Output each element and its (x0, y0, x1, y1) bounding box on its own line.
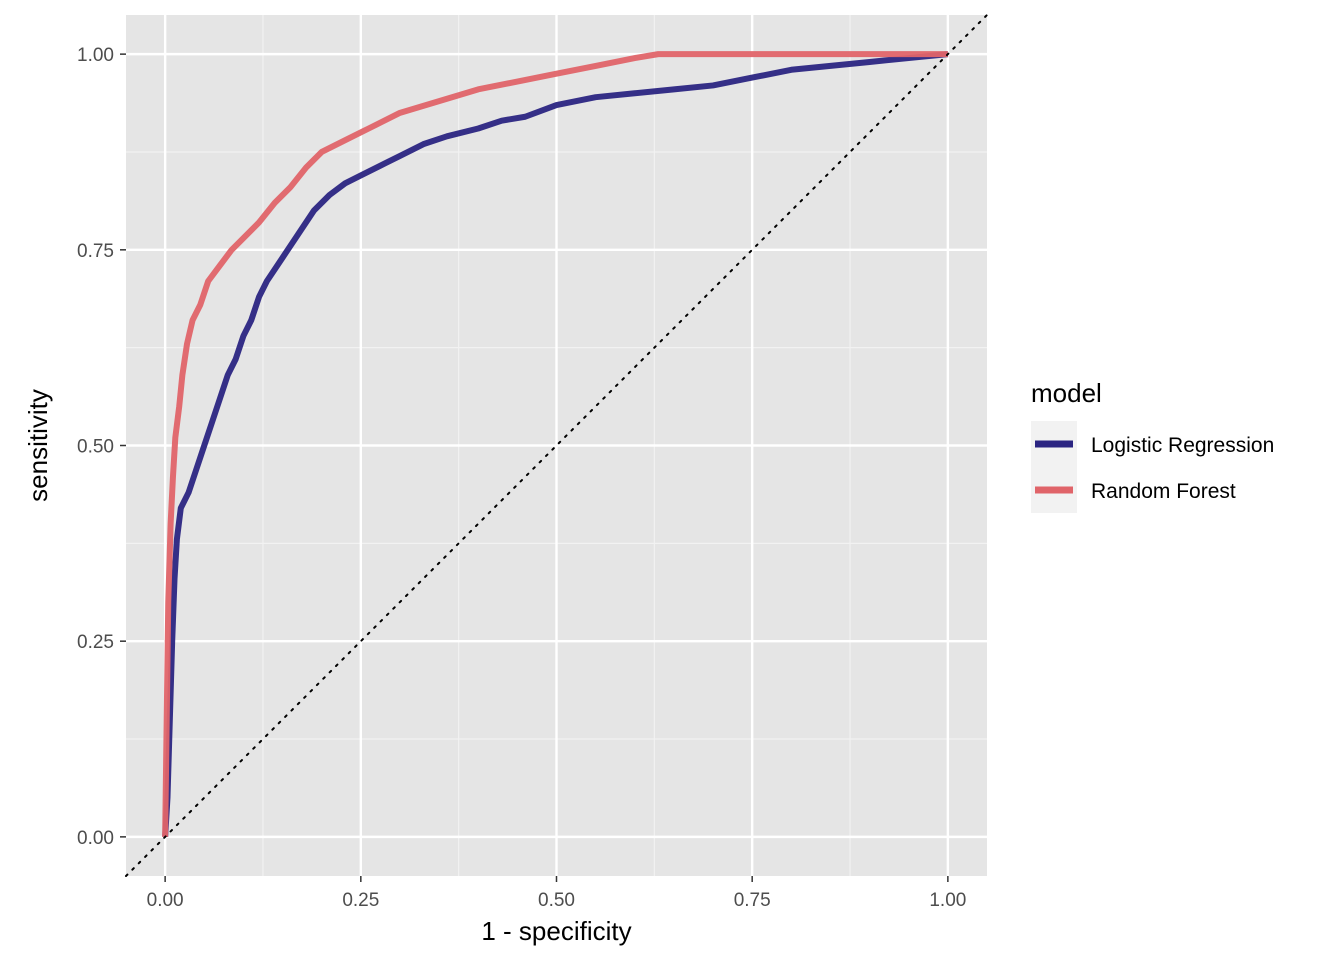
y-tick-label: 0.50 (77, 437, 114, 458)
y-tick-label: 0.00 (77, 828, 114, 849)
legend-label: Logistic Regression (1091, 434, 1274, 457)
y-tick-label: 1.00 (77, 45, 114, 66)
y-axis: 0.00 0.25 0.50 0.75 1.00 (77, 45, 126, 849)
x-tick-label: 0.00 (147, 890, 184, 911)
legend-keys-background (1031, 421, 1077, 513)
legend-label: Random Forest (1091, 480, 1236, 503)
y-axis-title: sensitivity (23, 389, 53, 502)
x-tick-label: 0.75 (734, 890, 771, 911)
series-line-random-forest (162, 51, 948, 837)
x-tick-label: 0.25 (342, 890, 379, 911)
x-tick-label: 0.50 (538, 890, 575, 911)
x-tick-label: 1.00 (929, 890, 966, 911)
series-layer (162, 51, 949, 838)
legend-title: model (1031, 378, 1102, 408)
x-axis-title: 1 - specificity (481, 916, 631, 946)
legend: model Logistic Regression Random Forest (1031, 378, 1274, 513)
y-tick-label: 0.75 (77, 241, 114, 262)
series-line-logistic-regression (162, 51, 949, 838)
major-grid (126, 15, 987, 876)
legend-items: Logistic Regression Random Forest (1035, 434, 1274, 503)
y-tick-label: 0.25 (77, 632, 114, 653)
x-axis: 0.00 0.25 0.50 0.75 1.00 (147, 876, 966, 911)
